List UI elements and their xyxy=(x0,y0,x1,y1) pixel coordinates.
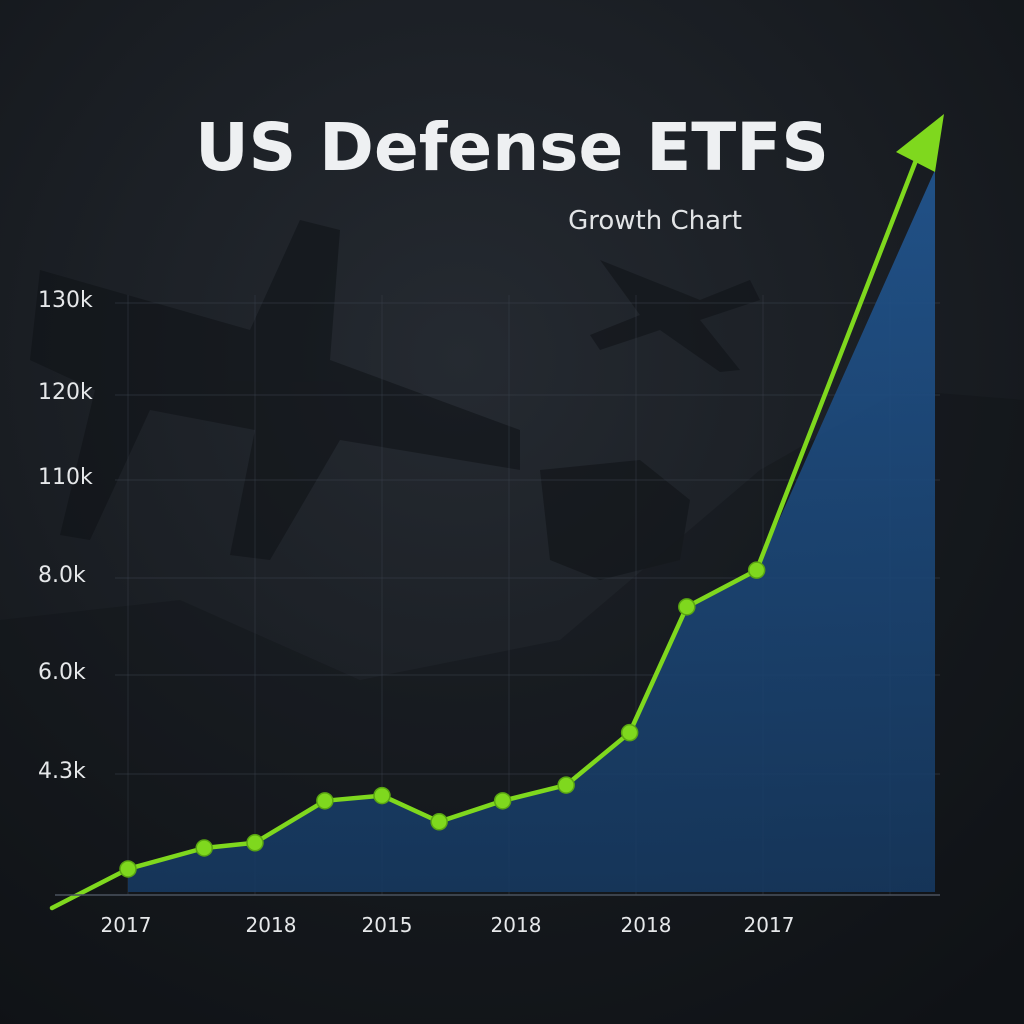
x-tick-label: 2017 xyxy=(101,913,152,937)
y-tick-label: 4.3k xyxy=(38,759,86,784)
area-layer xyxy=(128,170,935,892)
x-tick-label: 2018 xyxy=(246,913,297,937)
x-tick-label: 2017 xyxy=(744,913,795,937)
data-point xyxy=(316,792,334,810)
fighter-jet-silhouette-small xyxy=(590,260,760,372)
data-point xyxy=(246,834,264,852)
fighter-jet-silhouette-large xyxy=(30,220,520,560)
data-point xyxy=(678,598,696,616)
data-point xyxy=(373,786,391,805)
x-tick-label: 2018 xyxy=(491,913,542,937)
data-point xyxy=(430,813,448,831)
chart-subtitle: Growth Chart xyxy=(568,206,742,236)
y-tick-label: 130k xyxy=(38,288,93,313)
data-point xyxy=(747,561,766,579)
data-point xyxy=(493,792,512,810)
helicopter-silhouette xyxy=(540,460,690,580)
trend-arrow-head xyxy=(896,114,944,172)
y-tick-label: 110k xyxy=(38,465,93,490)
y-tick-label: 120k xyxy=(38,380,93,405)
data-point xyxy=(557,776,575,794)
data-point xyxy=(195,839,213,857)
area-fill xyxy=(128,170,935,892)
y-tick-label: 8.0k xyxy=(38,563,86,588)
y-axis-ticks: 130k 120k 110k 8.0k 6.0k 4.3k xyxy=(38,288,93,784)
point-layer xyxy=(119,561,766,878)
x-tick-label: 2018 xyxy=(621,913,672,937)
chart-title: US Defense ETFS xyxy=(195,109,829,186)
data-point xyxy=(620,723,639,742)
x-tick-label: 2015 xyxy=(362,913,413,937)
data-point xyxy=(119,860,137,878)
y-tick-label: 6.0k xyxy=(38,660,86,685)
x-axis-ticks: 2017 2018 2015 2018 2018 2017 xyxy=(101,913,795,937)
